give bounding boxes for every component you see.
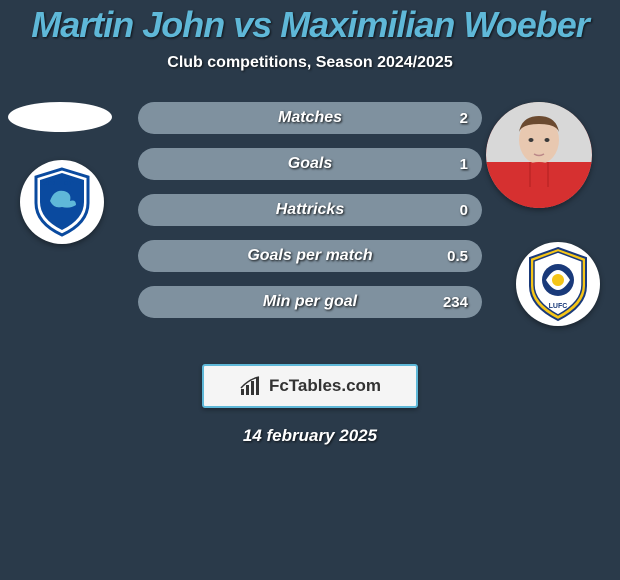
subtitle: Club competitions, Season 2024/2025 [167,54,452,72]
stat-value: 1 [460,148,468,180]
svg-text:LUFC: LUFC [549,303,568,310]
leeds-logo-icon: LUFC [524,246,592,322]
stat-label: Goals [138,148,482,180]
stat-row-matches: Matches 2 [138,102,482,134]
svg-text:CARDIFF CITY FC: CARDIFF CITY FC [41,181,84,187]
crest-right: LUFC [516,242,600,326]
stat-value: 0 [460,194,468,226]
stat-label: Goals per match [138,240,482,272]
player-left-avatar [8,102,112,132]
stat-rows: Matches 2 Goals 1 Hattricks 0 Goals per … [138,102,482,318]
stat-row-goals: Goals 1 [138,148,482,180]
stat-value: 0.5 [447,240,468,272]
stat-value: 2 [460,102,468,134]
player-right-avatar [486,102,592,208]
stat-row-hattricks: Hattricks 0 [138,194,482,226]
date-text: 14 february 2025 [243,426,377,446]
player-photo-icon [486,102,592,208]
cardiff-logo-icon: CARDIFF CITY FC [32,167,92,237]
stat-row-gpm: Goals per match 0.5 [138,240,482,272]
stat-label: Min per goal [138,286,482,318]
fctables-text: FcTables.com [269,376,381,396]
fctables-logo-box[interactable]: FcTables.com [202,364,418,408]
barchart-icon [239,375,265,397]
comparison-area: CARDIFF CITY FC L [0,102,620,352]
stat-label: Matches [138,102,482,134]
stat-value: 234 [443,286,468,318]
page-title: Martin John vs Maximilian Woeber [31,4,588,46]
stat-label: Hattricks [138,194,482,226]
stat-row-mpg: Min per goal 234 [138,286,482,318]
crest-left: CARDIFF CITY FC [20,160,104,244]
